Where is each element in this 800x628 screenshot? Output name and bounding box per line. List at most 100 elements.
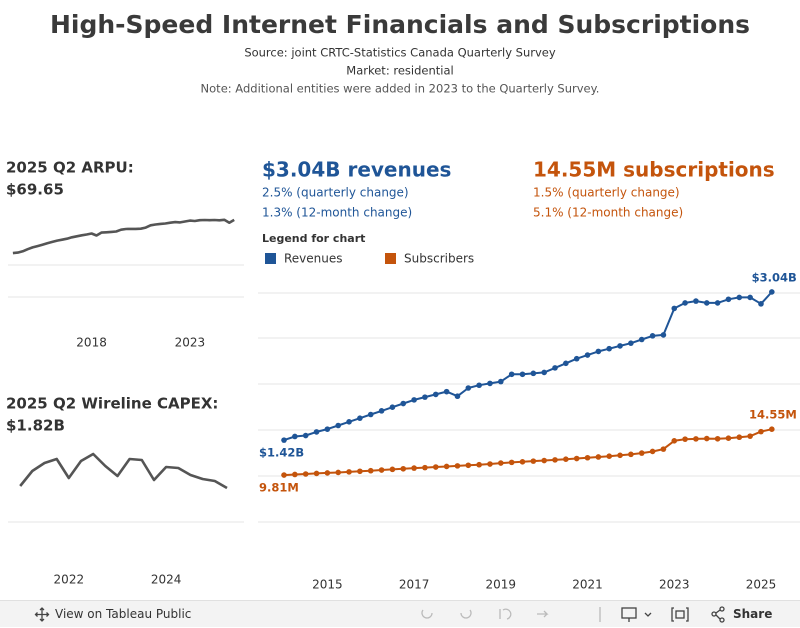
data-point (498, 378, 504, 385)
data-point (736, 434, 743, 441)
data-point (476, 382, 482, 389)
data-point (508, 459, 515, 466)
data-point (346, 469, 352, 475)
data-point (584, 454, 591, 461)
data-point (693, 298, 699, 304)
data-point (649, 333, 656, 339)
data-point (649, 448, 656, 455)
data-point (628, 451, 634, 458)
data-point (443, 463, 450, 470)
data-point (530, 458, 537, 464)
data-point (378, 467, 385, 473)
data-point (736, 294, 743, 301)
data-point (563, 360, 569, 367)
chart-value: $1.82B (6, 417, 65, 435)
data-point (302, 471, 309, 477)
data-point (487, 461, 493, 467)
data-point (617, 343, 623, 349)
data-point (432, 464, 439, 470)
data-point (606, 453, 613, 459)
data-point (725, 296, 732, 303)
series-line (283, 291, 773, 442)
data-point (487, 380, 493, 387)
data-label: 9.81M (259, 481, 299, 495)
data-point (292, 471, 298, 478)
chart-title: 2025 Q2 ARPU: (6, 159, 134, 177)
data-point (703, 300, 710, 306)
data-point (747, 294, 753, 301)
data-point (573, 455, 580, 462)
toolbar: View on Tableau Public Share (0, 600, 800, 627)
data-point (595, 454, 602, 460)
data-point (400, 465, 407, 472)
series-line (12, 218, 235, 255)
data-point (313, 429, 320, 435)
data-point (530, 370, 537, 377)
data-point (432, 391, 439, 398)
data-point (714, 435, 721, 442)
share-button[interactable]: Share (733, 607, 773, 621)
data-point (346, 419, 352, 425)
chart-value: $69.65 (6, 181, 64, 199)
x-tick-label: 2024 (151, 573, 182, 587)
data-point (378, 408, 385, 414)
data-point (400, 400, 407, 407)
data-point (660, 332, 667, 338)
view-link[interactable]: View on Tableau Public (55, 607, 192, 621)
x-tick-label: 2022 (54, 573, 85, 587)
data-point (357, 468, 363, 475)
subtitle: Note: Additional entities were added in … (201, 82, 600, 96)
data-point (573, 355, 580, 362)
data-point (638, 450, 645, 456)
kpi-headline: $3.04B revenues (262, 158, 451, 182)
data-label: $1.42B (259, 446, 304, 460)
data-point (367, 411, 374, 418)
data-point (682, 300, 688, 306)
data-point (660, 446, 667, 452)
data-point (606, 345, 613, 352)
data-point (357, 415, 363, 421)
data-point (769, 426, 775, 432)
x-tick-label: 2025 (746, 578, 777, 592)
legend-title: Legend for chart (262, 232, 365, 245)
data-point (367, 467, 374, 474)
legend-label: Subscribers (404, 252, 474, 266)
data-point (671, 438, 678, 444)
data-point (552, 365, 558, 371)
data-point (335, 469, 342, 476)
data-point (454, 393, 461, 400)
legend-swatch (385, 253, 396, 264)
data-point (703, 435, 710, 442)
data-point (422, 394, 428, 400)
data-point (682, 436, 688, 442)
data-point (638, 336, 645, 343)
subtitle: Market: residential (346, 64, 453, 78)
kpi-line: 1.5% (quarterly change) (533, 186, 680, 200)
data-point (411, 397, 417, 403)
data-point (725, 435, 732, 441)
data-point (443, 388, 450, 395)
data-point (335, 422, 342, 429)
data-point (714, 300, 721, 306)
toolbar-icons (34, 606, 725, 623)
title: High-Speed Internet Financials and Subsc… (50, 10, 750, 39)
x-tick-label: 2023 (175, 336, 206, 350)
kpi-line: 1.3% (12-month change) (262, 206, 412, 220)
data-point (628, 340, 634, 346)
data-point (324, 470, 331, 476)
data-point (617, 452, 623, 459)
data-point (519, 371, 526, 378)
data-point (541, 369, 547, 376)
data-point (758, 428, 764, 435)
data-point (389, 404, 396, 410)
x-tick-label: 2017 (399, 578, 430, 592)
x-tick-label: 2023 (659, 578, 690, 592)
data-point (389, 466, 396, 473)
data-point (411, 465, 417, 471)
x-tick-label: 2019 (486, 578, 517, 592)
kpi-headline: 14.55M subscriptions (533, 158, 775, 182)
data-point (498, 460, 504, 466)
data-point (292, 433, 298, 440)
data-point (584, 352, 591, 358)
